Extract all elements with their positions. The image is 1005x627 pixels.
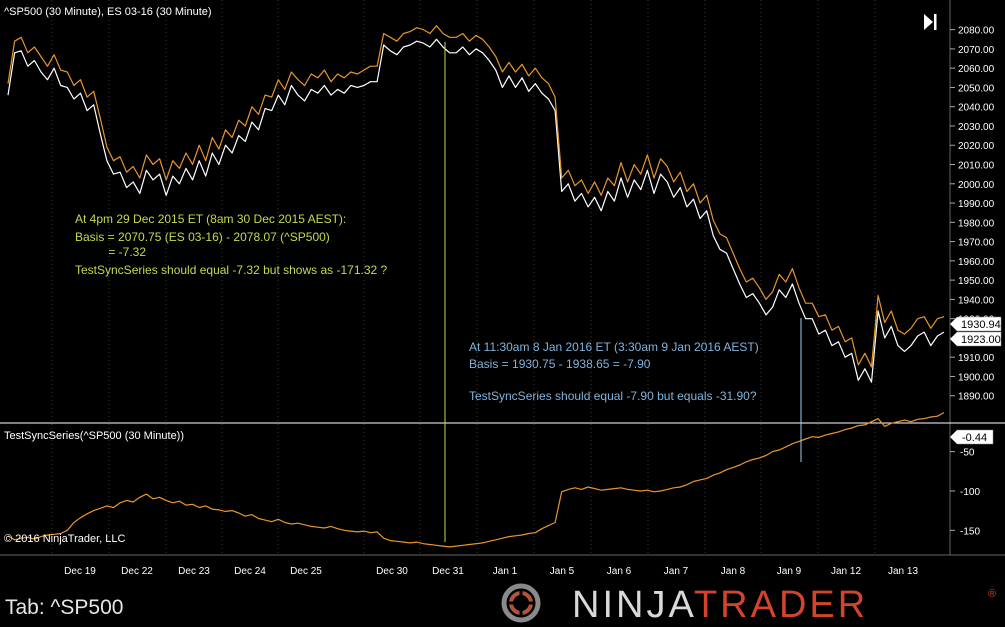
es-series-line bbox=[7, 38, 945, 383]
time-tick-label: Jan 12 bbox=[831, 566, 861, 577]
scroll-to-end-button[interactable] bbox=[921, 12, 937, 32]
indicator-tick-label: -150 bbox=[960, 526, 980, 537]
time-tick-label: Dec 23 bbox=[178, 566, 210, 577]
brand-ninja: NINJA bbox=[572, 584, 694, 626]
time-tick-label: Dec 25 bbox=[290, 566, 322, 577]
price-tick-label: 2000.00 bbox=[958, 180, 995, 191]
main-chart-title: ^SP500 (30 Minute), ES 03-16 (30 Minute) bbox=[4, 6, 212, 18]
annotation-second: At 11:30am 8 Jan 2016 ET (3:30am 9 Jan 2… bbox=[469, 340, 759, 403]
play-to-end-icon bbox=[924, 14, 937, 30]
annotation-second-line: At 11:30am 8 Jan 2016 ET (3:30am 9 Jan 2… bbox=[469, 340, 759, 354]
time-tick-label: Jan 6 bbox=[607, 566, 632, 577]
price-tick-label: 1910.00 bbox=[958, 353, 995, 364]
testsyncseries-line bbox=[7, 412, 945, 548]
series-lines bbox=[7, 25, 945, 548]
sp500-price-badge-label: 1930.94 bbox=[961, 319, 1001, 331]
ninjatrader-logo: NINJATRADER ® bbox=[500, 582, 1005, 627]
indicator-title: TestSyncSeries(^SP500 (30 Minute)) bbox=[4, 430, 184, 442]
time-tick-label: Dec 30 bbox=[376, 566, 408, 577]
price-tick-label: 2020.00 bbox=[958, 141, 995, 152]
annotation-first: At 4pm 29 Dec 2015 ET (8am 30 Dec 2015 A… bbox=[75, 212, 388, 277]
sp500-series-line bbox=[7, 25, 945, 368]
price-tick-label: 2050.00 bbox=[958, 83, 995, 94]
price-tick-label: 2030.00 bbox=[958, 122, 995, 133]
annotation-second-line: Basis = 1930.75 - 1938.65 = -7.90 bbox=[469, 357, 651, 371]
price-tick-label: 1950.00 bbox=[958, 276, 995, 287]
time-tick-label: Jan 5 bbox=[550, 566, 575, 577]
es-price-badge: 1923.00 bbox=[949, 331, 1002, 347]
time-tick-label: Jan 9 bbox=[777, 566, 802, 577]
price-tick-label: 2070.00 bbox=[958, 45, 995, 56]
price-tick-label: 2010.00 bbox=[958, 161, 995, 172]
price-tick-label: 1900.00 bbox=[958, 372, 995, 383]
price-tick-label: 2040.00 bbox=[958, 103, 995, 114]
brand-wordmark: NINJATRADER bbox=[572, 584, 868, 627]
price-tick-label: 1960.00 bbox=[958, 257, 995, 268]
price-tick-label: 1940.00 bbox=[958, 295, 995, 306]
annotation-first-line: At 4pm 29 Dec 2015 ET (8am 30 Dec 2015 A… bbox=[75, 212, 346, 226]
price-tick-label: 1980.00 bbox=[958, 218, 995, 229]
copyright-text: © 2016 NinjaTrader, LLC bbox=[4, 533, 125, 545]
grid-lines bbox=[51, 0, 876, 555]
price-tick-label: 1970.00 bbox=[958, 238, 995, 249]
time-tick-label: Jan 7 bbox=[664, 566, 689, 577]
time-axis: Dec 19 Dec 22 Dec 23 Dec 24 Dec 25 Dec 30 Dec … bbox=[64, 566, 918, 577]
sp500-price-badge: 1930.94 bbox=[949, 316, 1002, 332]
time-tick-label: Dec 22 bbox=[121, 566, 153, 577]
price-tick-label: 1990.00 bbox=[958, 199, 995, 210]
ninjatrader-emblem-icon bbox=[501, 583, 541, 623]
es-price-badge-label: 1923.00 bbox=[961, 334, 1001, 346]
annotation-first-line: Basis = 2070.75 (ES 03-16) - 2078.07 (^S… bbox=[75, 230, 330, 244]
time-tick-label: Dec 31 bbox=[432, 566, 464, 577]
indicator-value-badge-label: -0.44 bbox=[962, 432, 987, 444]
time-tick-label: Jan 1 bbox=[493, 566, 518, 577]
tab-label[interactable]: Tab: ^SP500 bbox=[5, 596, 124, 619]
annotation-second-line: TestSyncSeries should equal -7.90 but eq… bbox=[469, 389, 757, 403]
indicator-tick-label: -100 bbox=[960, 487, 980, 498]
price-tick-label: 2080.00 bbox=[958, 26, 995, 37]
annotation-first-line: TestSyncSeries should equal -7.32 but sh… bbox=[75, 263, 388, 277]
brand-registered-mark: ® bbox=[988, 588, 997, 600]
indicator-axis: -150 -100 -50 bbox=[950, 448, 980, 537]
indicator-value-badge: -0.44 bbox=[949, 429, 994, 445]
annotation-first-line: = -7.32 bbox=[75, 245, 146, 259]
time-tick-label: Jan 8 bbox=[721, 566, 746, 577]
price-tick-label: 1890.00 bbox=[958, 392, 995, 403]
price-tick-label: 2060.00 bbox=[958, 64, 995, 75]
time-tick-label: Dec 24 bbox=[234, 566, 266, 577]
time-tick-label: Dec 19 bbox=[64, 566, 96, 577]
indicator-tick-label: -50 bbox=[960, 448, 975, 459]
time-tick-label: Jan 13 bbox=[888, 566, 918, 577]
brand-trader: TRADER bbox=[693, 584, 869, 626]
annotation-markers bbox=[444, 42, 802, 542]
